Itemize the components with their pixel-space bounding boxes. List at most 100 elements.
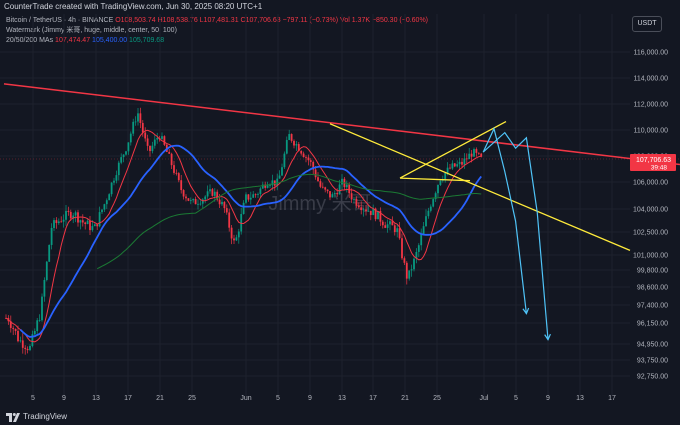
candle-body bbox=[41, 296, 43, 321]
candle-body bbox=[444, 172, 447, 180]
candle-body bbox=[74, 212, 77, 216]
price-tick-label: 94,950.00 bbox=[637, 342, 668, 349]
time-tick-label: Jul bbox=[480, 395, 489, 402]
candle-body bbox=[62, 219, 65, 222]
created-by-text: CounterTrade created with TradingView.co… bbox=[4, 2, 263, 11]
candle-body bbox=[384, 225, 387, 228]
candle-body bbox=[221, 201, 223, 205]
candle-body bbox=[422, 226, 425, 235]
time-tick-label: 17 bbox=[369, 395, 377, 402]
candle-body bbox=[393, 225, 396, 233]
candle-body bbox=[403, 258, 406, 263]
candle-body bbox=[19, 340, 22, 342]
time-tick-label: 21 bbox=[401, 395, 409, 402]
candle-body bbox=[67, 210, 70, 212]
legend-watermark-row[interactable]: Watermark (Jimmy 米哥, huge, middle, cente… bbox=[6, 26, 428, 36]
candle-body bbox=[199, 203, 202, 205]
candle-body bbox=[398, 228, 401, 239]
candle-body bbox=[475, 149, 478, 153]
candle-body bbox=[453, 163, 456, 167]
candle-body bbox=[389, 221, 391, 225]
moving-averages bbox=[5, 129, 482, 343]
candle-body bbox=[271, 180, 274, 186]
candle-body bbox=[353, 198, 355, 200]
candle-body bbox=[461, 161, 463, 165]
price-tick-label: 99,800.00 bbox=[637, 268, 668, 275]
legend-symbol-row[interactable]: Bitcoin / TetherUS · 4h · BINANCE O108,5… bbox=[6, 16, 428, 26]
candle-body bbox=[139, 113, 142, 123]
candle-body bbox=[456, 164, 459, 167]
candle-body bbox=[381, 221, 384, 226]
candle-body bbox=[427, 210, 430, 217]
candle-body bbox=[458, 161, 461, 165]
candle-body bbox=[144, 132, 147, 139]
candle-body bbox=[141, 122, 144, 133]
candle-body bbox=[465, 158, 468, 160]
candle-body bbox=[350, 193, 353, 200]
candle-body bbox=[386, 224, 389, 228]
candle-body bbox=[129, 133, 132, 143]
projection-arrowhead bbox=[522, 307, 530, 315]
candle-body bbox=[408, 270, 411, 279]
price-tick-label: 93,750.00 bbox=[637, 358, 668, 365]
candle-body bbox=[425, 216, 427, 227]
time-tick-label: Jun bbox=[240, 395, 251, 402]
time-tick-label: 5 bbox=[276, 395, 280, 402]
time-tick-label: 13 bbox=[576, 395, 584, 402]
candle-body bbox=[261, 184, 264, 189]
candle-body bbox=[60, 221, 63, 223]
candle-body bbox=[285, 140, 288, 154]
candle-body bbox=[113, 180, 115, 183]
candle-body bbox=[293, 140, 295, 146]
time-tick-label: 17 bbox=[608, 395, 616, 402]
legend-ma-row[interactable]: 20/50/200 MAs 107,474.47 105,400.00 105,… bbox=[6, 36, 428, 46]
candle-body bbox=[307, 157, 310, 161]
ma50-value: 105,400.00 bbox=[92, 37, 128, 44]
candle-body bbox=[161, 136, 163, 139]
candle-body bbox=[127, 142, 130, 152]
time-tick-label: 25 bbox=[433, 395, 441, 402]
price-chart[interactable]: Jimmy 米哥 116,000.00114,000.00112,000.001… bbox=[0, 0, 680, 406]
candle-body bbox=[122, 154, 125, 158]
currency-button[interactable]: USDT bbox=[632, 16, 662, 32]
candle-body bbox=[209, 189, 211, 192]
candle-body bbox=[379, 211, 382, 222]
candle-body bbox=[14, 328, 17, 331]
candle-body bbox=[288, 134, 291, 141]
candle-body bbox=[65, 210, 67, 220]
candle-body bbox=[81, 220, 84, 223]
volume-values: Vol 1.37K −850.30 (−0.60%) bbox=[340, 17, 429, 24]
candle-body bbox=[336, 193, 339, 195]
candle-body bbox=[43, 279, 46, 297]
price-axis: 116,000.00 114,000.00 112,000.00 110,000.00… bbox=[633, 50, 668, 381]
candle-body bbox=[401, 238, 403, 259]
candle-body bbox=[31, 334, 34, 346]
candle-body bbox=[53, 220, 55, 229]
price-tick-label: 96,150.00 bbox=[637, 321, 668, 328]
candle-body bbox=[266, 185, 269, 188]
candle-body bbox=[9, 321, 12, 328]
candle-body bbox=[192, 199, 195, 201]
candle-body bbox=[105, 200, 108, 205]
time-tick-label: 25 bbox=[188, 395, 196, 402]
candle-body bbox=[269, 185, 271, 187]
price-tick-label: 92,750.00 bbox=[637, 374, 668, 381]
tradingview-logo[interactable]: TradingView bbox=[6, 409, 67, 425]
candle-body bbox=[278, 175, 281, 179]
candle-body bbox=[110, 182, 113, 195]
wedge-lower-trendline bbox=[399, 177, 471, 182]
chart-grid bbox=[0, 14, 680, 396]
time-tick-label: 13 bbox=[338, 395, 346, 402]
candle-body bbox=[21, 340, 24, 348]
projection-arrowhead bbox=[544, 333, 551, 341]
candle-body bbox=[173, 165, 175, 173]
candle-body bbox=[96, 224, 99, 227]
candle-body bbox=[369, 210, 372, 216]
candle-body bbox=[295, 144, 298, 146]
candle-body bbox=[338, 184, 341, 195]
candle-body bbox=[26, 348, 29, 351]
symbol-label: Bitcoin / TetherUS · 4h · BINANCE bbox=[6, 17, 114, 24]
candle-body bbox=[331, 194, 334, 198]
time-tick-label: 5 bbox=[31, 395, 35, 402]
candle-body bbox=[98, 212, 101, 227]
